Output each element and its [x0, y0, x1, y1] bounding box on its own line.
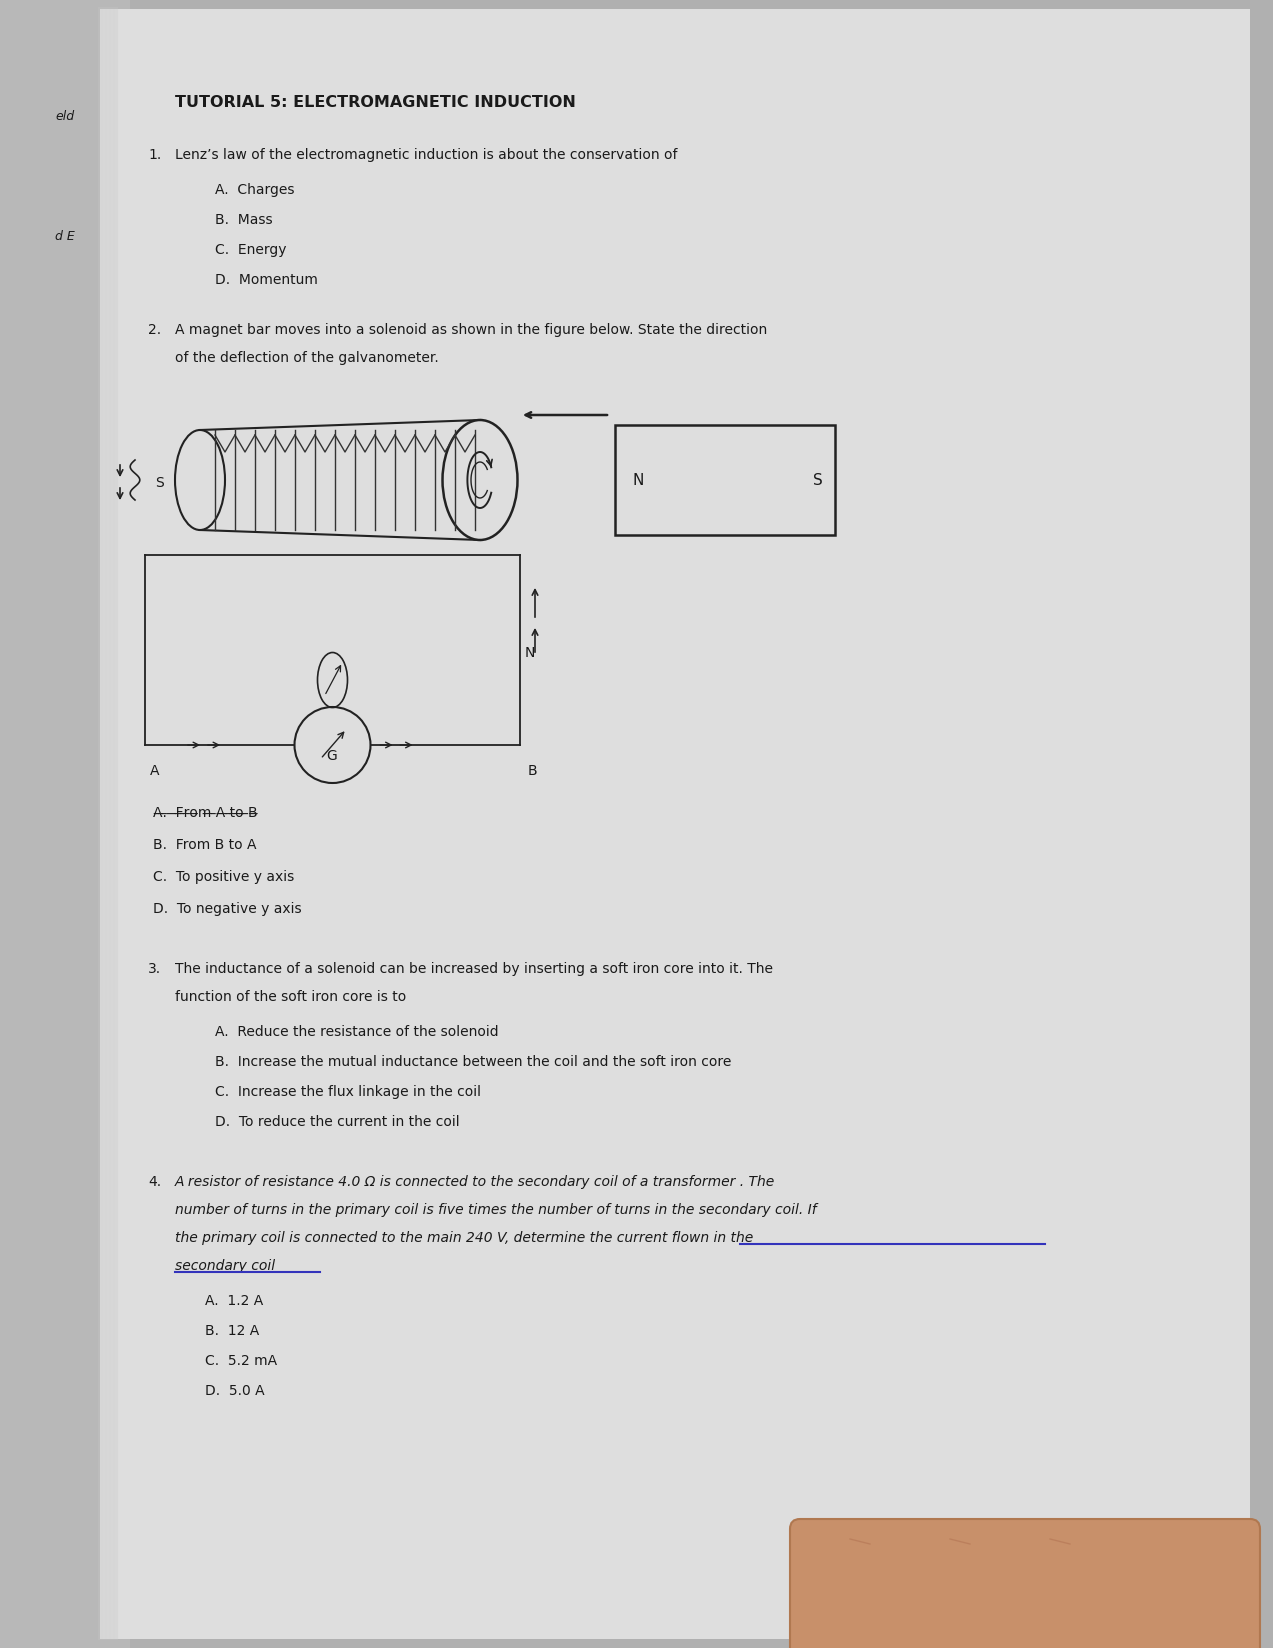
Text: A̶.̶  ̶F̶r̶o̶m̶ ̶A̶ ̶t̶o̶ ̶B̶: A̶.̶ ̶F̶r̶o̶m̶ ̶A̶ ̶t̶o̶ ̶B̶	[153, 806, 257, 819]
Text: B: B	[528, 763, 537, 778]
Text: the primary coil is connected to the main 240 V, determine the current flown in : the primary coil is connected to the mai…	[174, 1231, 754, 1244]
Text: eld: eld	[55, 110, 74, 124]
Text: B.  From B to A: B. From B to A	[153, 837, 256, 852]
Text: secondary coil: secondary coil	[174, 1257, 275, 1272]
Text: TUTORIAL 5: ELECTROMAGNETIC INDUCTION: TUTORIAL 5: ELECTROMAGNETIC INDUCTION	[174, 96, 575, 110]
Text: A magnet bar moves into a solenoid as shown in the figure below. State the direc: A magnet bar moves into a solenoid as sh…	[174, 323, 768, 336]
Ellipse shape	[443, 420, 518, 541]
FancyBboxPatch shape	[791, 1519, 1260, 1648]
Text: B.  Mass: B. Mass	[215, 213, 272, 227]
Bar	[615, 425, 835, 536]
Text: B.  12 A: B. 12 A	[205, 1323, 260, 1337]
Text: 4.: 4.	[148, 1175, 162, 1188]
Ellipse shape	[174, 430, 225, 531]
Text: 3.: 3.	[148, 961, 162, 976]
Text: The inductance of a solenoid can be increased by inserting a soft iron core into: The inductance of a solenoid can be incr…	[174, 961, 773, 976]
FancyBboxPatch shape	[0, 0, 130, 1648]
Text: function of the soft iron core is to: function of the soft iron core is to	[174, 989, 406, 1004]
Text: number of turns in the primary coil is five times the number of turns in the sec: number of turns in the primary coil is f…	[174, 1203, 816, 1216]
Text: d E: d E	[55, 229, 75, 242]
Text: 2.: 2.	[148, 323, 162, 336]
Text: N: N	[633, 473, 644, 488]
Text: B.  Increase the mutual inductance between the coil and the soft iron core: B. Increase the mutual inductance betwee…	[215, 1055, 732, 1068]
Text: A.  Reduce the resistance of the solenoid: A. Reduce the resistance of the solenoid	[215, 1025, 499, 1038]
Text: D.  To reduce the current in the coil: D. To reduce the current in the coil	[215, 1114, 460, 1129]
Text: S: S	[813, 473, 822, 488]
Text: S: S	[155, 476, 164, 489]
Text: D.  To negative y axis: D. To negative y axis	[153, 901, 302, 915]
Text: D.  5.0 A: D. 5.0 A	[205, 1383, 265, 1398]
Text: of the deflection of the galvanometer.: of the deflection of the galvanometer.	[174, 351, 439, 364]
Text: C.  To positive y axis: C. To positive y axis	[153, 870, 294, 883]
Text: A.  Charges: A. Charges	[215, 183, 294, 196]
Text: C.  5.2 mA: C. 5.2 mA	[205, 1353, 278, 1368]
Text: N: N	[524, 646, 536, 659]
Text: A.  1.2 A: A. 1.2 A	[205, 1294, 264, 1307]
Text: A resistor of resistance 4.0 Ω is connected to the secondary coil of a transform: A resistor of resistance 4.0 Ω is connec…	[174, 1175, 775, 1188]
FancyBboxPatch shape	[101, 10, 1250, 1640]
Text: A: A	[150, 763, 159, 778]
Text: 1.: 1.	[148, 148, 162, 162]
Text: G: G	[326, 748, 337, 763]
Text: Lenz’s law of the electromagnetic induction is about the conservation of: Lenz’s law of the electromagnetic induct…	[174, 148, 677, 162]
Text: D.  Momentum: D. Momentum	[215, 274, 318, 287]
Ellipse shape	[294, 707, 370, 783]
Text: C.  Increase the flux linkage in the coil: C. Increase the flux linkage in the coil	[215, 1084, 481, 1098]
Text: C.  Energy: C. Energy	[215, 242, 286, 257]
